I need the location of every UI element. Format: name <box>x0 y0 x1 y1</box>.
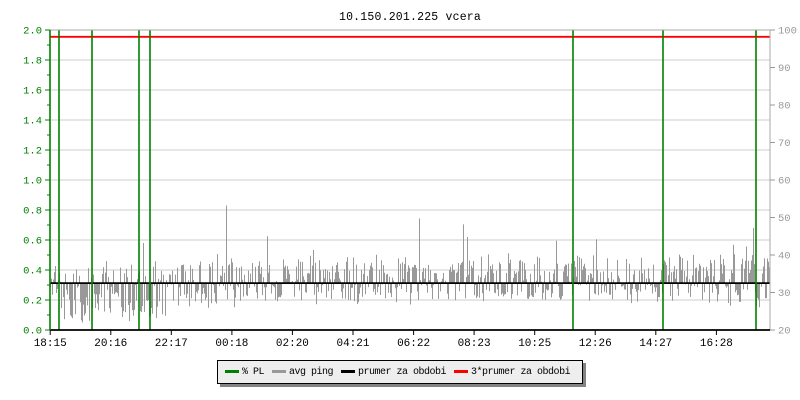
svg-text:0.6: 0.6 <box>23 236 42 248</box>
svg-text:02:20: 02:20 <box>276 338 309 350</box>
svg-text:10:25: 10:25 <box>518 338 551 350</box>
svg-text:1.8: 1.8 <box>23 56 42 68</box>
svg-text:80: 80 <box>778 101 791 113</box>
svg-text:16:28: 16:28 <box>700 338 733 350</box>
svg-text:1.6: 1.6 <box>23 86 42 98</box>
svg-text:40: 40 <box>778 251 791 263</box>
svg-text:0.8: 0.8 <box>23 206 42 218</box>
svg-text:08:23: 08:23 <box>458 338 491 350</box>
svg-text:0.4: 0.4 <box>23 266 42 278</box>
svg-text:60: 60 <box>778 176 791 188</box>
svg-text:00:18: 00:18 <box>215 338 248 350</box>
svg-text:20: 20 <box>778 326 791 338</box>
svg-text:0.0: 0.0 <box>23 326 42 338</box>
svg-text:1.2: 1.2 <box>23 146 42 158</box>
svg-text:04:21: 04:21 <box>336 338 369 350</box>
svg-text:14:27: 14:27 <box>639 338 672 350</box>
svg-text:50: 50 <box>778 213 791 225</box>
svg-text:20:16: 20:16 <box>94 338 127 350</box>
svg-text:0.2: 0.2 <box>23 296 42 308</box>
svg-text:90: 90 <box>778 63 791 75</box>
svg-text:30: 30 <box>778 288 791 300</box>
svg-text:2.0: 2.0 <box>23 26 42 38</box>
svg-text:22:17: 22:17 <box>155 338 188 350</box>
svg-text:1.0: 1.0 <box>23 176 42 188</box>
svg-text:70: 70 <box>778 138 791 150</box>
svg-text:1.4: 1.4 <box>23 116 42 128</box>
svg-text:12:26: 12:26 <box>579 338 612 350</box>
svg-text:18:15: 18:15 <box>34 338 67 350</box>
svg-text:100: 100 <box>778 26 797 38</box>
svg-text:06:22: 06:22 <box>397 338 430 350</box>
